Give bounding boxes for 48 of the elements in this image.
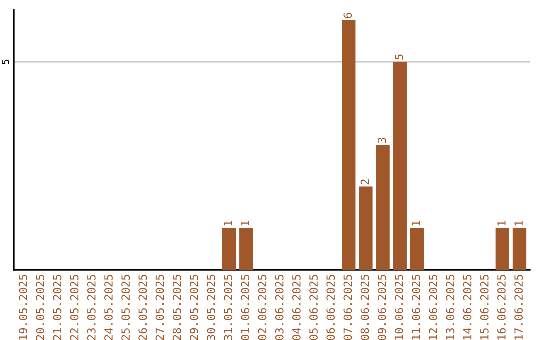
x-tick-label: 21.05.2025 [53, 275, 62, 340]
x-tick-label: 06.06.2025 [326, 275, 336, 340]
data-label: 1 [412, 221, 420, 226]
bar [410, 228, 424, 270]
x-tick-label: 16.06.2025 [498, 275, 506, 340]
x-tick-label: 25.05.2025 [122, 275, 130, 340]
x-tick-label: 17.06.2025 [514, 275, 523, 340]
x-tick-label: 15.06.2025 [480, 275, 489, 340]
x-tick-label: 26.05.2025 [138, 275, 148, 340]
bar [376, 145, 390, 270]
x-tick-label: 11.06.2025 [412, 275, 420, 340]
x-tick-label: 03.06.2025 [275, 275, 284, 340]
data-label: 5 [395, 54, 404, 60]
x-tick-label: 24.05.2025 [104, 275, 113, 340]
x-tick-label: 13.06.2025 [446, 275, 455, 340]
x-tick-label: 05.06.2025 [310, 275, 318, 340]
x-tick-label: 19.05.2025 [19, 275, 28, 340]
bar [496, 228, 510, 270]
bar [393, 62, 407, 270]
x-tick-label: 31.05.2025 [224, 275, 233, 340]
x-tick-label: 02.06.2025 [258, 275, 267, 340]
bar [342, 20, 356, 270]
x-tick-label: 14.06.2025 [463, 275, 472, 340]
x-tick-label: 12.06.2025 [429, 275, 438, 340]
bar [240, 228, 254, 270]
bar [512, 228, 527, 270]
x-tick-label: 04.06.2025 [292, 275, 301, 340]
data-label: 2 [360, 180, 370, 185]
data-label: 6 [344, 13, 352, 18]
x-tick-label: 07.06.2025 [344, 275, 352, 340]
x-tick-label: 20.05.2025 [36, 275, 45, 340]
x-tick-label: 01.06.2025 [241, 275, 250, 340]
bar [359, 186, 373, 270]
x-tick-label: 27.05.2025 [156, 275, 164, 340]
bar [222, 228, 236, 270]
x-tick-label: 22.05.2025 [70, 275, 79, 340]
data-label: 1 [514, 221, 523, 226]
data-label: 3 [378, 138, 386, 144]
data-label: 1 [224, 221, 232, 226]
x-tick-label: 08.06.2025 [360, 275, 370, 340]
x-tick-label: 23.05.2025 [87, 275, 96, 340]
x-tick-label: 29.05.2025 [190, 275, 198, 340]
x-tick-label: 10.06.2025 [394, 275, 404, 340]
x-tick-label: 30.05.2025 [207, 275, 216, 340]
data-label: 1 [241, 221, 250, 226]
data-label: 1 [498, 221, 506, 226]
x-tick-label: 28.05.2025 [172, 275, 182, 340]
x-tick-label: 09.06.2025 [378, 275, 386, 340]
